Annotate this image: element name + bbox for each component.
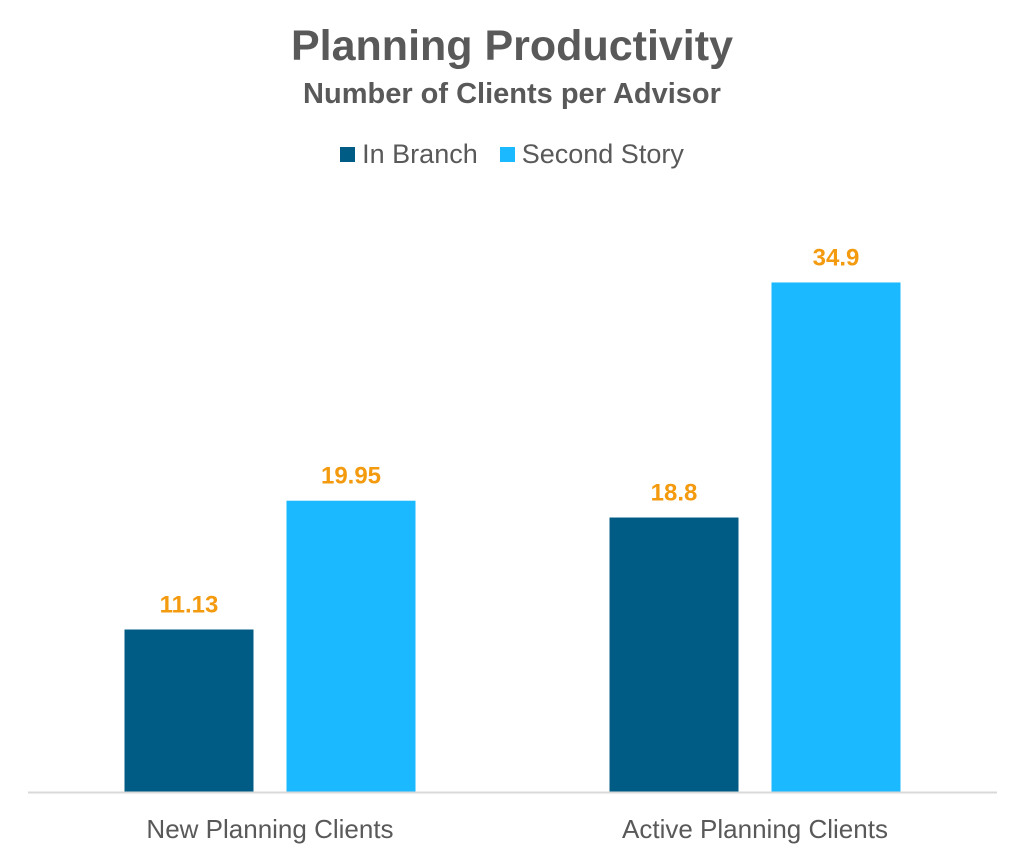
- legend-item-in-branch[interactable]: In Branch: [340, 139, 478, 170]
- data-label: 18.8: [651, 480, 698, 507]
- bar-in-branch-1: [124, 629, 254, 792]
- legend-swatch-second-story: [499, 147, 515, 162]
- data-label: 11.13: [160, 592, 219, 619]
- legend-swatch-in-branch: [340, 147, 356, 162]
- x-tick-label: Active Planning Clients: [622, 814, 888, 844]
- chart-title: Planning Productivity: [291, 22, 733, 70]
- data-label: 34.9: [813, 244, 860, 271]
- bar-second-story-2: [771, 282, 901, 792]
- x-tick-label: New Planning Clients: [146, 814, 393, 844]
- legend-item-second-story[interactable]: Second Story: [499, 139, 684, 170]
- bar-in-branch-2: [609, 517, 739, 792]
- data-label: 19.95: [321, 463, 381, 490]
- legend-label-in-branch: In Branch: [362, 139, 478, 169]
- bar-second-story-1: [286, 500, 416, 792]
- legend: In Branch Second Story: [0, 139, 1024, 170]
- chart-subtitle: Number of Clients per Advisor: [303, 78, 721, 110]
- legend-label-second-story: Second Story: [521, 139, 684, 169]
